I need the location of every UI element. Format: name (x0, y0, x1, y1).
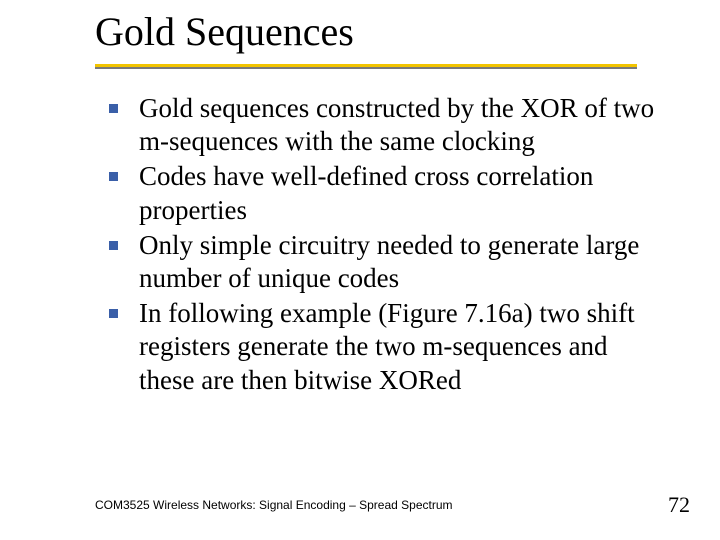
square-bullet-icon (109, 104, 118, 113)
square-bullet-icon (109, 172, 118, 181)
list-item-text: Only simple circuitry needed to generate… (139, 230, 639, 293)
list-item-text: In following example (Figure 7.16a) two … (139, 298, 635, 394)
list-item-text: Codes have well-defined cross correlatio… (139, 161, 593, 224)
title-block: Gold Sequences (95, 8, 354, 55)
footer-text: COM3525 Wireless Networks: Signal Encodi… (95, 498, 453, 512)
list-item: Gold sequences constructed by the XOR of… (95, 92, 660, 158)
list-item: In following example (Figure 7.16a) two … (95, 297, 660, 397)
list-item: Only simple circuitry needed to generate… (95, 229, 660, 295)
square-bullet-icon (109, 309, 118, 318)
slide: Gold Sequences Gold sequences constructe… (0, 0, 720, 540)
square-bullet-icon (109, 241, 118, 250)
bullet-list: Gold sequences constructed by the XOR of… (95, 92, 660, 397)
slide-title: Gold Sequences (95, 8, 354, 55)
title-underline-shadow (95, 67, 637, 69)
list-item: Codes have well-defined cross correlatio… (95, 160, 660, 226)
page-number: 72 (668, 492, 690, 518)
list-item-text: Gold sequences constructed by the XOR of… (139, 93, 654, 156)
slide-body: Gold sequences constructed by the XOR of… (95, 92, 660, 399)
